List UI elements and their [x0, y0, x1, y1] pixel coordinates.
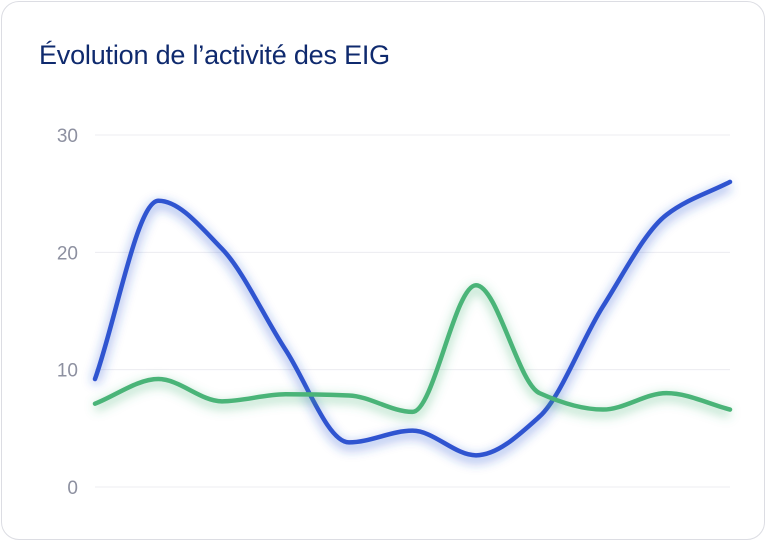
y-axis: 0 10 20 30 [57, 126, 78, 499]
series-1-line [92, 179, 733, 458]
y-tick-label: 0 [67, 478, 78, 499]
grid-lines [95, 134, 730, 488]
chart-title: Évolution de l’activité des EIG [39, 40, 390, 70]
y-tick-label: 10 [57, 361, 78, 382]
y-tick-label: 30 [57, 126, 78, 147]
series-lines [90, 179, 733, 464]
series-2-glow [93, 284, 732, 421]
y-tick-label: 20 [57, 243, 78, 264]
series-2-line [92, 282, 733, 415]
